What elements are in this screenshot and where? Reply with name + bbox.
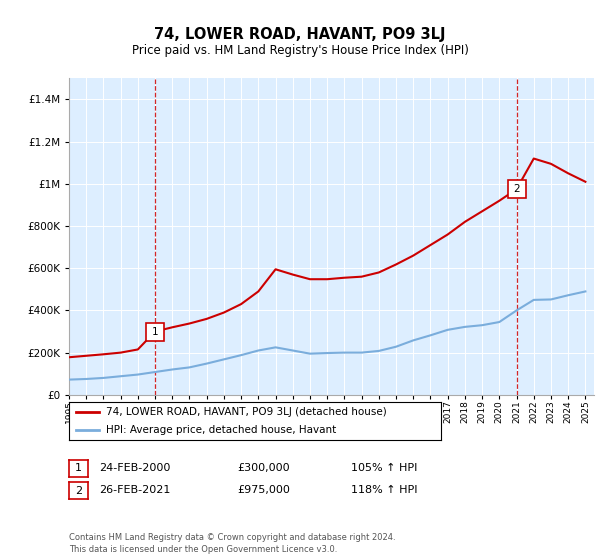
Text: 26-FEB-2021: 26-FEB-2021	[99, 485, 170, 495]
Text: 2: 2	[513, 184, 520, 194]
Text: Price paid vs. HM Land Registry's House Price Index (HPI): Price paid vs. HM Land Registry's House …	[131, 44, 469, 57]
Text: £300,000: £300,000	[237, 463, 290, 473]
Text: 118% ↑ HPI: 118% ↑ HPI	[351, 485, 418, 495]
Text: 1: 1	[152, 326, 158, 337]
Text: 2: 2	[75, 486, 82, 496]
Text: £975,000: £975,000	[237, 485, 290, 495]
Text: HPI: Average price, detached house, Havant: HPI: Average price, detached house, Hava…	[106, 425, 337, 435]
Text: Contains HM Land Registry data © Crown copyright and database right 2024.
This d: Contains HM Land Registry data © Crown c…	[69, 533, 395, 554]
Text: 74, LOWER ROAD, HAVANT, PO9 3LJ (detached house): 74, LOWER ROAD, HAVANT, PO9 3LJ (detache…	[106, 407, 387, 417]
Text: 105% ↑ HPI: 105% ↑ HPI	[351, 463, 418, 473]
Text: 24-FEB-2000: 24-FEB-2000	[99, 463, 170, 473]
Text: 1: 1	[75, 463, 82, 473]
Text: 74, LOWER ROAD, HAVANT, PO9 3LJ: 74, LOWER ROAD, HAVANT, PO9 3LJ	[154, 27, 446, 42]
